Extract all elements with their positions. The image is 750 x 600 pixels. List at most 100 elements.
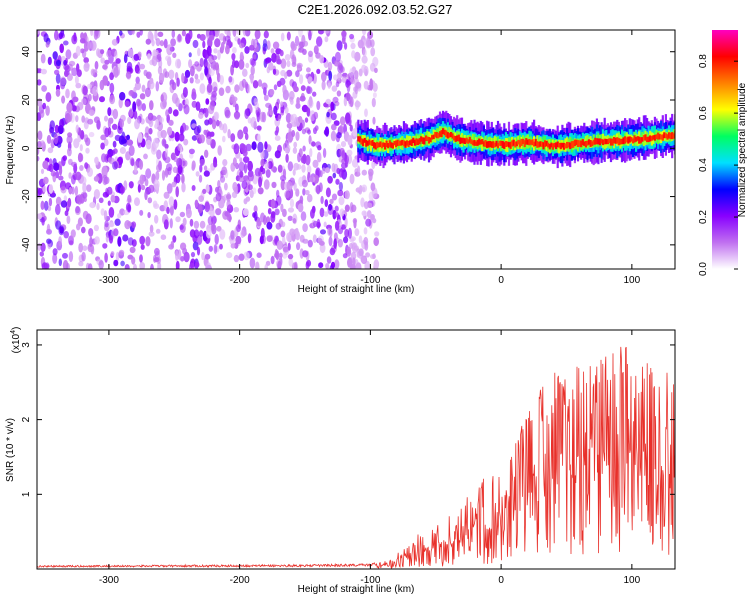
- spectrogram-ridge-cell: [496, 142, 500, 149]
- spectrogram-cell: [213, 30, 220, 38]
- spectrogram-cell: [319, 170, 323, 178]
- spectrogram-cell: [254, 101, 259, 111]
- y-tick-label: 2: [21, 416, 32, 422]
- spectrogram-cell: [294, 35, 300, 47]
- spectrogram-cell: [47, 205, 52, 212]
- spectrogram-cell: [139, 174, 145, 185]
- spectrogram-cell: [101, 153, 107, 163]
- spectrogram-cell: [260, 227, 265, 239]
- spectrogram-cell: [134, 165, 138, 173]
- spectrogram-ridge-cell: [467, 139, 470, 144]
- spectrogram-cell: [191, 185, 196, 191]
- spectrogram-cell: [252, 80, 259, 89]
- spectrogram-ridge-cell: [462, 137, 465, 144]
- spectrogram-cell: [66, 263, 70, 269]
- spectrogram-ridge-cell: [379, 141, 382, 147]
- spectrogram-cell: [72, 96, 79, 103]
- spectrogram-cell: [206, 83, 213, 93]
- spectrogram-cell: [286, 60, 291, 68]
- spectrogram-cell: [219, 243, 223, 250]
- spectrogram-cell: [133, 53, 140, 61]
- spectrogram-cell: [68, 251, 74, 263]
- spectrogram-ridge-cell: [655, 134, 658, 140]
- spectrogram-cell: [280, 203, 284, 213]
- spectrogram-cell: [113, 259, 119, 267]
- spectrogram-cell: [329, 227, 333, 238]
- spectrogram-cell: [43, 200, 49, 211]
- spectrogram-ridge-cell: [405, 140, 409, 146]
- spectrogram-cell: [288, 127, 292, 137]
- spectrogram-cell: [326, 256, 332, 264]
- spectrogram-cell: [188, 30, 193, 40]
- spectrogram-cell: [282, 252, 288, 259]
- spectrogram-cell: [225, 85, 231, 94]
- spectrogram-cell: [50, 170, 57, 177]
- spectrogram-ridge-cell: [460, 137, 464, 143]
- spectrogram-cell: [333, 238, 338, 250]
- spectrogram-cell: [372, 253, 376, 260]
- spectrogram-ridge-cell: [374, 142, 377, 150]
- spectrogram-cell: [60, 200, 68, 208]
- spectrogram-cell: [183, 138, 189, 146]
- spectrogram-cell: [332, 96, 339, 103]
- spectrogram-cell: [261, 82, 268, 90]
- spectrogram-cell: [299, 195, 304, 204]
- spectrogram-cell: [357, 165, 361, 176]
- spectrogram-cell: [363, 80, 369, 90]
- spectrogram-cell: [115, 251, 120, 262]
- spectrogram-cell: [361, 64, 367, 73]
- spectrogram-cell: [90, 40, 97, 51]
- spectrogram-cell: [183, 104, 190, 115]
- spectrogram-ridge-cell: [446, 132, 449, 139]
- spectrogram-cell: [175, 216, 181, 223]
- spectrogram-cell: [212, 64, 217, 71]
- spectrogram-cell: [184, 69, 191, 78]
- spectrogram-cell: [154, 118, 159, 128]
- spectrogram-cell: [259, 111, 265, 123]
- spectrogram-ridge-cell: [360, 138, 363, 145]
- spectrogram-cell: [52, 253, 58, 264]
- spectrogram-ridge-cell: [426, 136, 429, 142]
- spectrogram-cell: [189, 218, 194, 227]
- spectrogram-cell: [289, 99, 294, 105]
- spectrogram-cell: [102, 64, 108, 70]
- spectrogram-cell: [160, 234, 167, 240]
- spectrogram-x-axis-label: Height of straight line (km): [298, 284, 415, 295]
- spectrogram-cell: [204, 253, 211, 260]
- spectrogram-cell: [287, 215, 293, 221]
- x-tick-label: -100: [360, 575, 380, 586]
- spectrogram-cell: [278, 252, 283, 259]
- spectrogram-cell: [236, 224, 241, 233]
- spectrogram-cell: [352, 128, 358, 137]
- spectrogram-cell: [256, 111, 260, 123]
- spectrogram-ridge-cell: [660, 134, 663, 140]
- spectrogram-cell: [274, 208, 280, 216]
- spectrogram-ridge-cell: [507, 142, 511, 148]
- spectrogram-cell: [131, 221, 137, 229]
- spectrogram-cell: [137, 142, 142, 148]
- spectrogram-ridge-cell: [572, 140, 575, 148]
- spectrogram-cell: [194, 199, 199, 208]
- colorbar-tick-label: 0.2: [698, 210, 709, 224]
- spectrogram-cell: [154, 49, 159, 56]
- spectrogram-cell: [144, 87, 151, 98]
- spectrogram-cell: [175, 260, 180, 269]
- spectrogram-ridge-cell: [368, 139, 371, 145]
- colorbar-tick-label: 0.0: [698, 262, 709, 276]
- spectrogram-cell: [189, 229, 196, 238]
- spectrogram-cell: [63, 40, 69, 46]
- x-tick-label: 0: [498, 275, 504, 286]
- spectrogram-cell: [102, 75, 109, 86]
- spectrogram-cell: [110, 194, 116, 203]
- spectrogram-cell: [168, 106, 173, 115]
- spectrogram-cell: [361, 55, 368, 64]
- spectrogram-cell: [40, 242, 46, 252]
- spectrogram-cell: [277, 114, 281, 122]
- spectrogram-ridge-cell: [412, 137, 415, 144]
- spectrogram-cell: [70, 229, 76, 238]
- y-tick-label: 3: [21, 342, 32, 348]
- spectrogram-ridge-cell: [584, 141, 587, 148]
- spectrogram-cell: [203, 165, 208, 171]
- spectrogram-cell: [144, 132, 149, 138]
